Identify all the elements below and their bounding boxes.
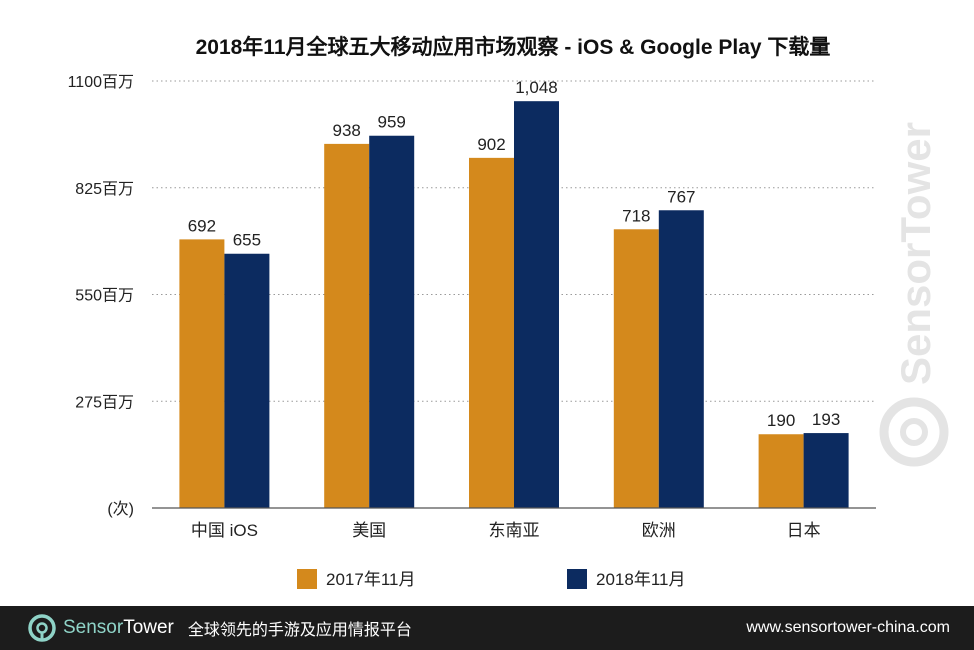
bar-china-ios-2018 — [224, 253, 270, 508]
legend: 2017年11月 2018年11月 — [297, 569, 685, 589]
bar-us-2017 — [324, 143, 370, 509]
y-tick-label-825: 825百万 — [75, 181, 134, 198]
bar-southeast-asia-2018 — [514, 101, 559, 508]
data-labels: 692 655 938 959 902 1,048 718 767 190 193 — [188, 78, 841, 430]
data-label-japan-2018: 193 — [812, 410, 840, 429]
legend-swatch-2017 — [297, 569, 317, 589]
chart: SensorTower 2018年11月全球五大移动应用市场观察 - iOS &… — [68, 35, 949, 589]
watermark-logo-icon — [879, 397, 949, 467]
footer-brand-part2: Tower — [123, 617, 174, 638]
footer-logo: SensorTower — [28, 614, 174, 642]
gridlines — [152, 80, 876, 402]
y-tick-label-275: 275百万 — [75, 394, 134, 411]
data-label-china-ios-2017: 692 — [188, 216, 216, 235]
footer-brand: SensorTower — [63, 617, 174, 639]
footer-tagline: 全球领先的手游及应用情报平台 — [187, 622, 412, 639]
watermark: SensorTower — [879, 122, 949, 467]
legend-label-2017: 2017年11月 — [326, 570, 415, 589]
legend-swatch-2018 — [567, 569, 587, 589]
bar-europe-2017 — [613, 229, 659, 508]
x-tick-label-us: 美国 — [352, 521, 386, 540]
bar-southeast-asia-2017 — [469, 157, 514, 509]
data-label-southeast-asia-2017: 902 — [477, 135, 505, 154]
chart-svg: SensorTower 2018年11月全球五大移动应用市场观察 - iOS &… — [68, 35, 949, 589]
bar-japan-2017 — [758, 434, 804, 508]
data-label-japan-2017: 190 — [767, 411, 795, 430]
x-tick-label-japan: 日本 — [787, 521, 821, 540]
chart-title: 2018年11月全球五大移动应用市场观察 - iOS & Google Play… — [196, 35, 831, 59]
watermark-logo-inner-icon — [900, 418, 928, 446]
data-label-us-2018: 959 — [378, 113, 406, 132]
footer-brand-part1: Sensor — [63, 617, 124, 638]
x-tick-label-southeast-asia: 东南亚 — [489, 521, 540, 540]
data-label-china-ios-2018: 655 — [233, 231, 261, 250]
data-label-southeast-asia-2018: 1,048 — [515, 78, 558, 97]
footer-url[interactable]: www.sensortower-china.com — [746, 619, 950, 636]
footer-bar: SensorTower 全球领先的手游及应用情报平台 www.sensortow… — [0, 606, 974, 650]
y-tick-label-550: 550百万 — [75, 288, 134, 305]
x-tick-label-europe: 欧洲 — [642, 521, 676, 540]
bar-europe-2018 — [658, 210, 704, 509]
data-label-europe-2017: 718 — [622, 206, 650, 225]
sensortower-logo-icon — [28, 614, 56, 642]
bar-us-2018 — [369, 135, 415, 508]
x-axis-categories: 中国 iOS 美国 东南亚 欧洲 日本 — [191, 521, 821, 540]
data-label-europe-2018: 767 — [667, 187, 695, 206]
y-axis-ticks: 275百万 550百万 825百万 1100百万 — [68, 74, 134, 411]
y-tick-label-1100: 1100百万 — [68, 74, 134, 91]
data-label-us-2017: 938 — [333, 121, 361, 140]
bar-china-ios-2017 — [179, 239, 225, 509]
legend-label-2018: 2018年11月 — [596, 570, 685, 589]
y-unit-label: (次) — [107, 500, 134, 518]
bars — [179, 101, 849, 509]
x-tick-label-china-ios: 中国 iOS — [191, 521, 258, 540]
bar-japan-2018 — [803, 433, 849, 508]
watermark-text: SensorTower — [892, 122, 939, 385]
